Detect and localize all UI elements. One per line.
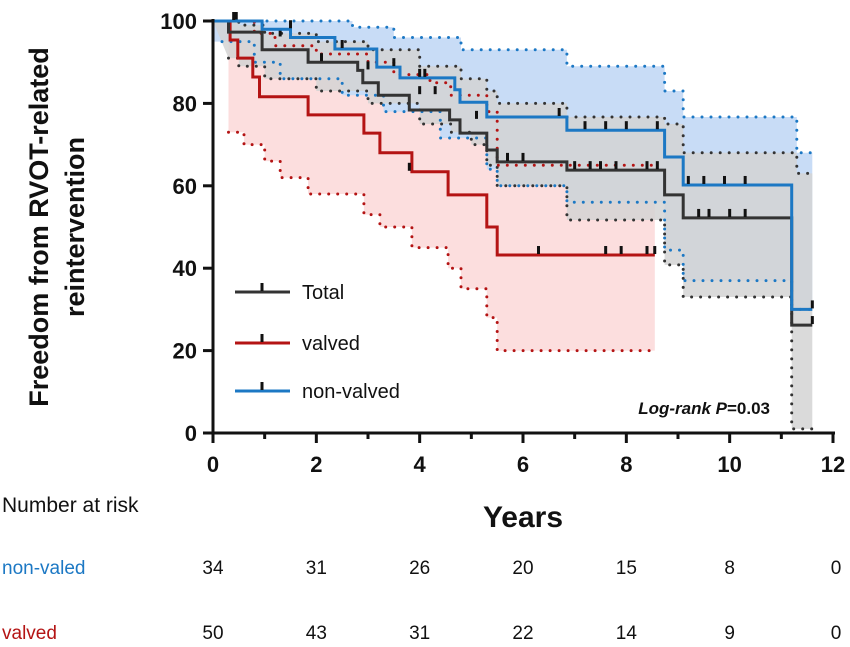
legend-label: non-valved [302,381,400,403]
y-tick-label: 20 [173,339,197,364]
y-axis-label-line-1: Freedom from RVOT-related [24,47,54,407]
total-ci-upper-line [211,19,814,175]
log-rank-value: =0.03 [727,399,770,418]
total-ci-band [213,21,813,429]
risk-row-label: valved [2,623,57,644]
y-tick-label: 60 [173,174,197,199]
valved-ci-band [228,21,655,351]
risk-table-title: Number at risk [2,494,139,517]
y-tick-label: 0 [185,421,197,446]
legend: Total valved non-valved [235,282,400,403]
risk-row-valved: valved 50 43 31 22 14 9 0 [2,623,841,644]
risk-value: 22 [512,623,533,644]
risk-value: 26 [409,558,430,579]
y-tick-label: 80 [173,91,197,116]
risk-value: 14 [616,623,638,644]
risk-row-non-valed: non-valed 34 31 26 20 15 8 0 [2,558,841,579]
y-axis-label: Freedom from RVOT-related reintervention [24,47,90,407]
total-survival-line [213,19,813,327]
risk-value: 43 [306,623,327,644]
log-rank-p: P [716,399,728,418]
risk-value: 20 [512,558,533,579]
confidence-bands [213,21,813,429]
risk-row-label: non-valed [2,558,85,579]
x-tick-label: 6 [517,452,529,477]
legend-item-valved: valved [235,333,360,355]
confidence-lines [211,19,814,431]
risk-value: 31 [306,558,327,579]
legend-item-total: Total [235,282,344,304]
x-tick-label: 2 [310,452,322,477]
x-tick-label: 0 [207,452,219,477]
y-tick-label: 40 [173,256,197,281]
x-axis-label: Years [483,501,563,534]
x-tick-label: 8 [620,452,632,477]
valved-survival-line [228,19,655,257]
y-tick-label: 100 [160,9,197,34]
risk-value: 8 [724,558,735,579]
risk-value: 0 [831,558,842,579]
legend-label: valved [302,333,360,355]
total-ci-lower-line [227,56,814,431]
survival-curves [213,12,814,327]
log-rank-prefix: Log-rank [638,399,715,418]
valved-ci-lower-line [227,130,657,353]
non-valved-survival-line [213,19,813,311]
risk-value: 31 [409,623,430,644]
risk-value: 15 [616,558,637,579]
x-tick-label: 4 [414,452,427,477]
x-tick-label: 12 [821,452,845,477]
log-rank-annotation: Log-rank P=0.03 [638,399,770,418]
risk-value: 50 [202,623,223,644]
risk-value: 9 [724,623,735,644]
non-valved-ci-lower-line [211,40,814,311]
x-tick-label: 10 [717,452,741,477]
y-axis-label-line-2: reintervention [60,137,90,317]
axes: 0 20 40 60 80 100 0 2 4 6 8 10 12 [160,9,845,477]
risk-value: 0 [831,623,842,644]
legend-label: Total [302,282,344,304]
risk-value: 34 [202,558,224,579]
legend-item-non-valved: non-valved [235,381,400,403]
